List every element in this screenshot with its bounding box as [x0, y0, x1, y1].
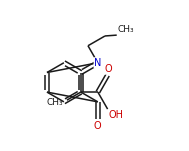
Text: CH₃: CH₃	[118, 25, 134, 34]
Text: O: O	[94, 120, 101, 131]
Text: OH: OH	[108, 110, 123, 120]
Text: CH₃: CH₃	[46, 98, 63, 107]
Text: O: O	[104, 64, 112, 74]
Text: N: N	[94, 58, 101, 68]
